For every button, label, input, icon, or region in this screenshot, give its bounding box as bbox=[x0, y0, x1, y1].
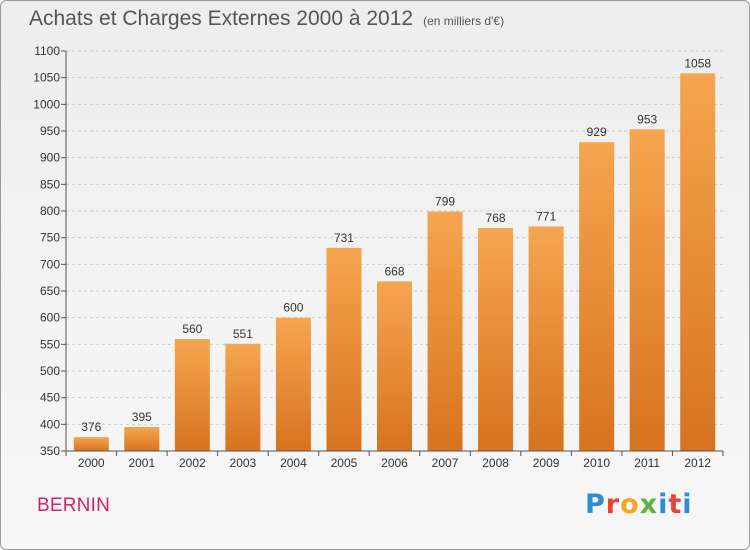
data-label-2008: 768 bbox=[486, 211, 506, 225]
chart-subtitle: (en milliers d'€) bbox=[423, 14, 505, 28]
commune-name: BERNIN bbox=[37, 495, 110, 516]
y-tick-label: 750 bbox=[40, 231, 60, 245]
y-tick-label: 1050 bbox=[33, 71, 60, 85]
logo-letter: r bbox=[605, 489, 621, 520]
logo-letter: o bbox=[620, 489, 640, 520]
y-tick-label: 600 bbox=[40, 311, 60, 325]
bar-2008 bbox=[478, 228, 514, 451]
x-tick-label-2006: 2006 bbox=[381, 456, 408, 470]
proxiti-logo: Proxiti bbox=[585, 489, 693, 520]
bar-2005 bbox=[326, 247, 362, 451]
data-label-2007: 799 bbox=[435, 195, 455, 209]
x-tick-label-2008: 2008 bbox=[482, 456, 509, 470]
y-tick-label: 650 bbox=[40, 284, 60, 298]
data-label-2011: 953 bbox=[637, 112, 657, 126]
data-label-2000: 376 bbox=[81, 420, 101, 434]
x-tick-label-2002: 2002 bbox=[179, 456, 206, 470]
data-label-2012: 1058 bbox=[684, 56, 711, 70]
logo-letter: i bbox=[658, 489, 669, 520]
chart-title: Achats et Charges Externes 2000 à 2012 bbox=[29, 7, 414, 30]
y-tick-label: 400 bbox=[40, 417, 60, 431]
y-tick-label: 350 bbox=[40, 444, 60, 458]
data-label-2006: 668 bbox=[384, 264, 404, 278]
y-tick-label: 850 bbox=[40, 177, 60, 191]
bar-2010 bbox=[579, 142, 615, 451]
data-label-2010: 929 bbox=[587, 125, 607, 139]
bar-2002 bbox=[174, 339, 210, 451]
x-tick-label-2012: 2012 bbox=[684, 456, 711, 470]
y-tick-label: 950 bbox=[40, 124, 60, 138]
x-tick-label-2009: 2009 bbox=[533, 456, 560, 470]
data-labels: 376 395 560 551 600 731 668 799 768 771 929 953 1058 bbox=[81, 56, 711, 434]
bar-2007 bbox=[427, 211, 463, 451]
y-axis-ticks: 350 400 450 500 550 600 650 700 750 800 850 900 950 1… bbox=[33, 44, 66, 458]
x-tick-label-2003: 2003 bbox=[230, 456, 257, 470]
title-row: Achats et Charges Externes 2000 à 2012 (e… bbox=[29, 7, 504, 31]
bar-2009 bbox=[528, 226, 564, 451]
y-tick-label: 1100 bbox=[34, 44, 60, 58]
x-tick-label-2007: 2007 bbox=[432, 456, 459, 470]
data-label-2002: 560 bbox=[182, 322, 202, 336]
y-tick-label: 800 bbox=[40, 204, 60, 218]
data-label-2003: 551 bbox=[233, 327, 253, 341]
x-tick-label-2011: 2011 bbox=[634, 456, 660, 470]
logo-letter: P bbox=[585, 489, 606, 520]
x-axis-ticks: 2000 2001 2002 2003 2004 2005 2006 2007 2008 2009… bbox=[65, 451, 724, 470]
logo-letter: t bbox=[668, 489, 683, 520]
bar-2004 bbox=[275, 317, 311, 451]
y-tick-label: 700 bbox=[40, 257, 60, 271]
bar-2003 bbox=[225, 343, 261, 451]
x-tick-label-2000: 2000 bbox=[78, 456, 105, 470]
bar-2001 bbox=[124, 427, 160, 451]
logo-letter: x bbox=[639, 489, 659, 520]
x-tick-label-2005: 2005 bbox=[331, 456, 358, 470]
data-label-2005: 731 bbox=[334, 231, 354, 245]
y-tick-label: 550 bbox=[40, 337, 60, 351]
y-tick-label: 900 bbox=[40, 151, 60, 165]
x-tick-label-2001: 2001 bbox=[128, 456, 155, 470]
x-tick-label-2004: 2004 bbox=[280, 456, 307, 470]
axes bbox=[65, 51, 723, 452]
data-label-2004: 600 bbox=[283, 301, 303, 315]
logo-letter: i bbox=[682, 489, 693, 520]
y-tick-label: 450 bbox=[40, 391, 60, 405]
bar-2012 bbox=[680, 73, 716, 452]
bar-2000 bbox=[73, 437, 109, 451]
data-label-2009: 771 bbox=[536, 209, 556, 223]
x-tick-label-2010: 2010 bbox=[583, 456, 610, 470]
y-tick-label: 1000 bbox=[33, 97, 60, 111]
y-tick-label: 500 bbox=[40, 364, 60, 378]
bar-2011 bbox=[629, 129, 665, 451]
bar-2006 bbox=[377, 281, 412, 451]
bars bbox=[73, 73, 716, 452]
data-label-2001: 395 bbox=[132, 410, 152, 424]
